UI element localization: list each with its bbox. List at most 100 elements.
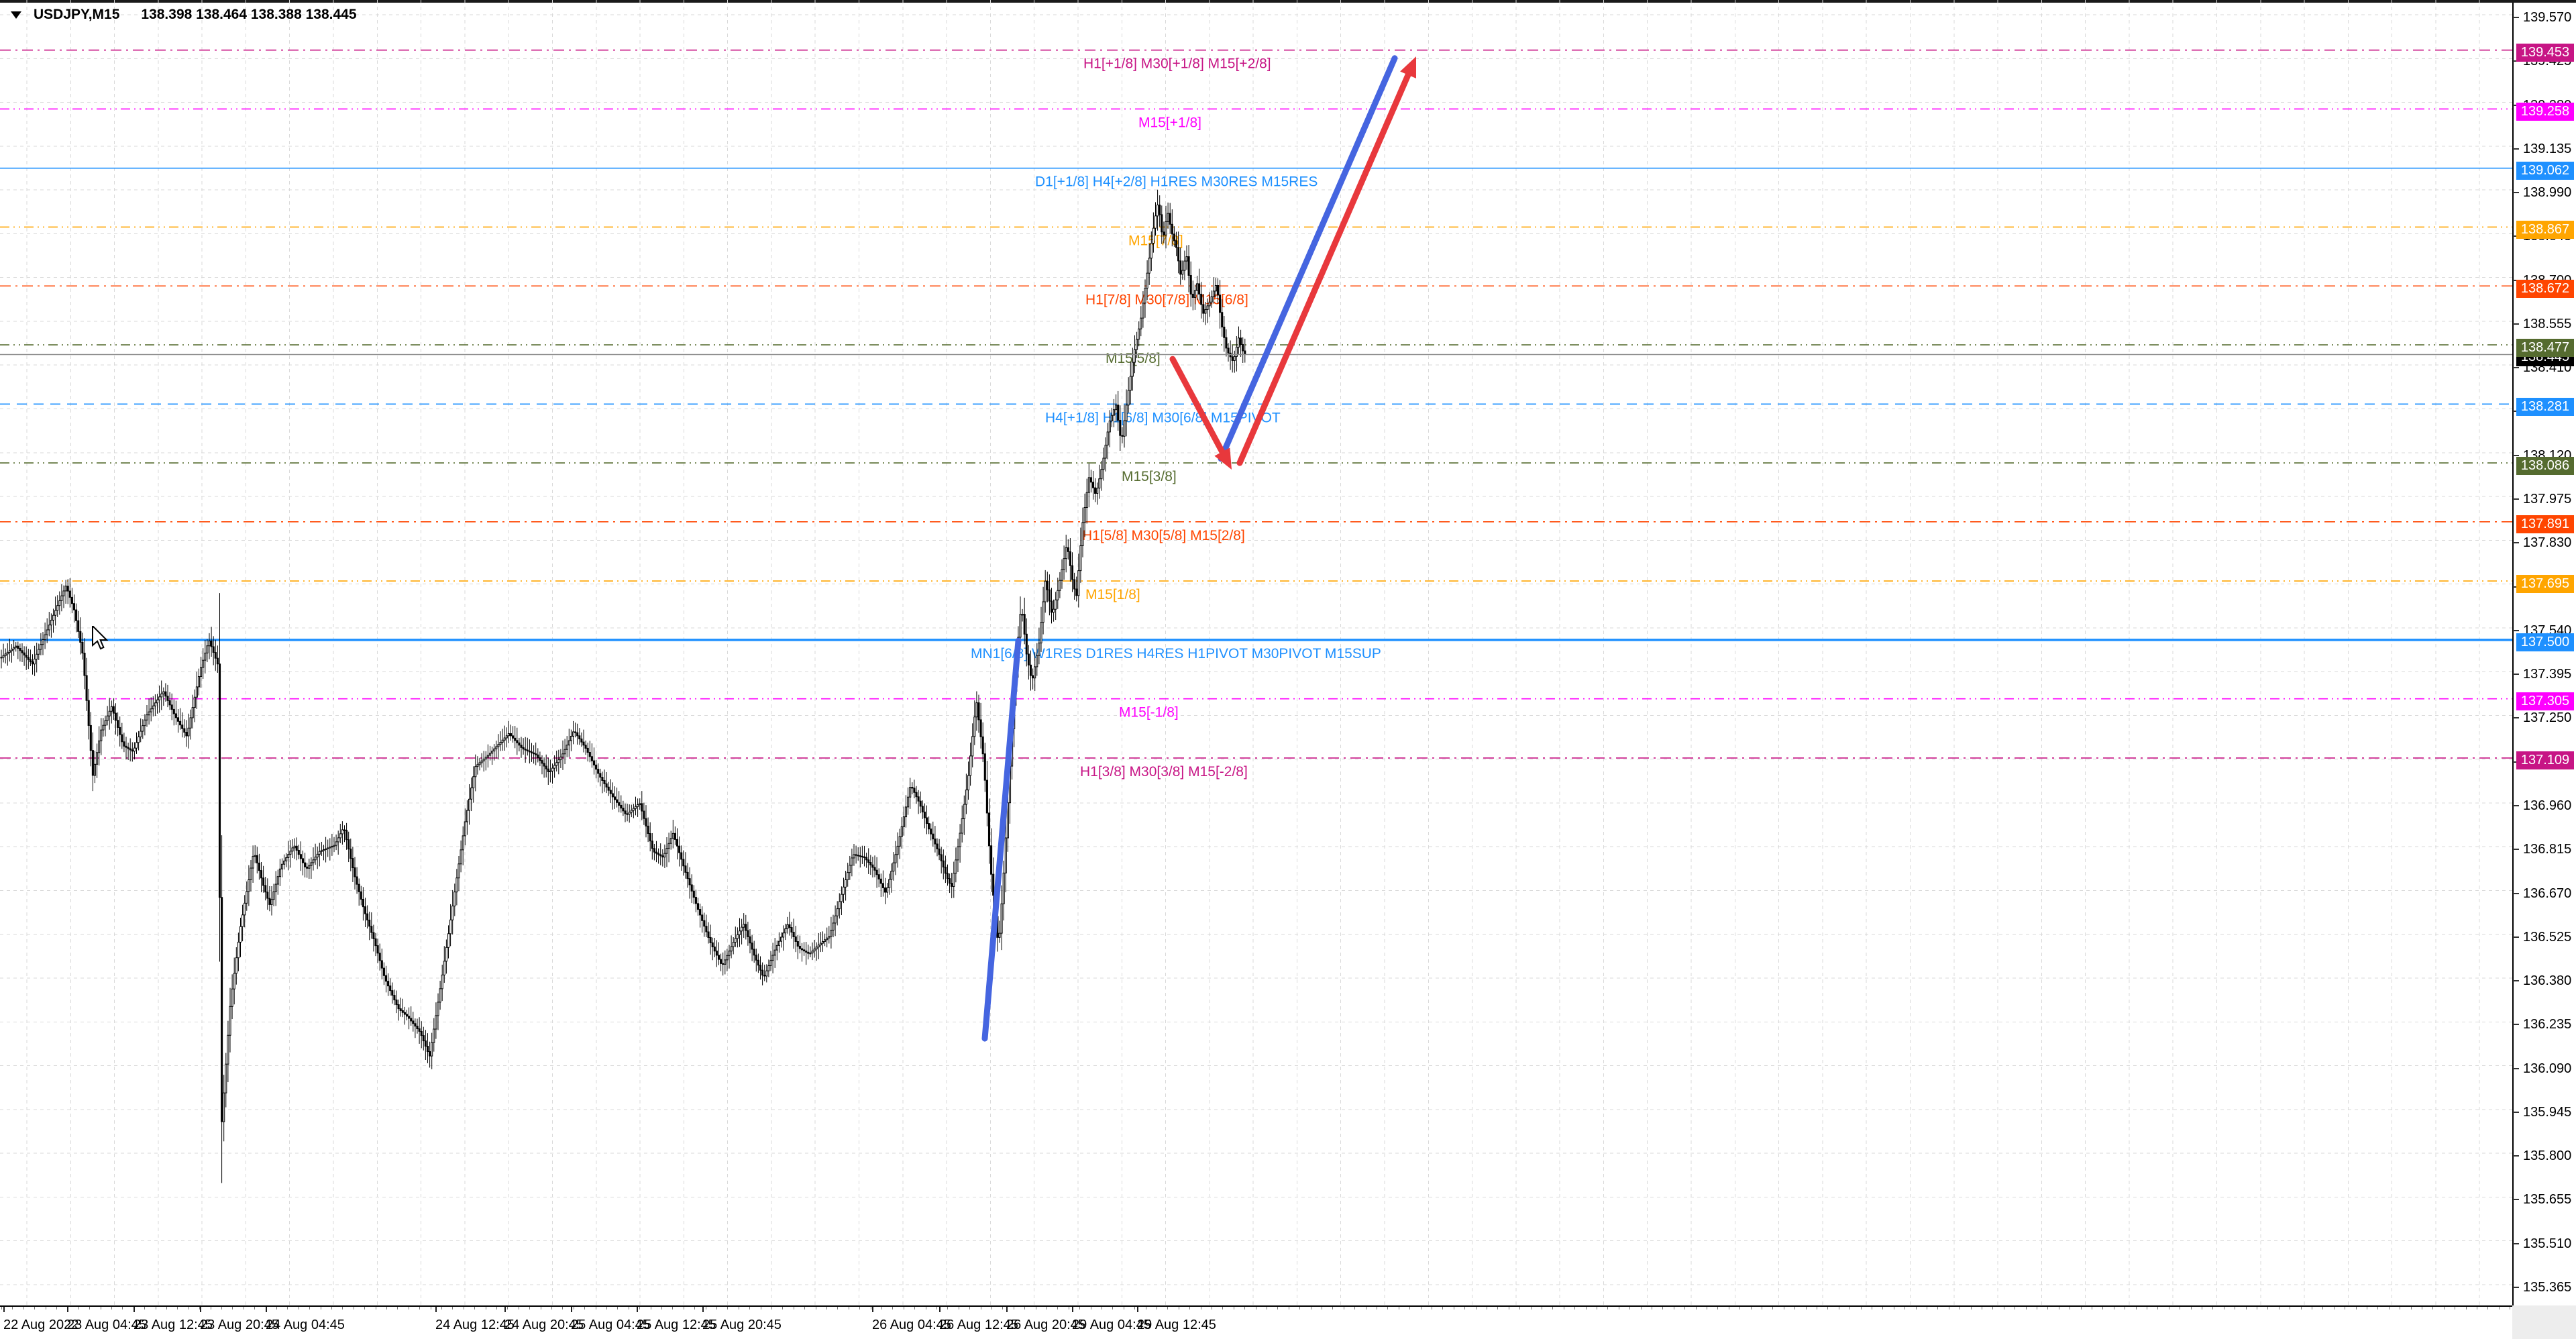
time-minor-tick xyxy=(1277,1307,1279,1309)
time-label: 24 Aug 12:45 xyxy=(435,1318,515,1332)
candle-body xyxy=(763,975,766,977)
price-tick-mark xyxy=(2513,148,2519,150)
candle-body xyxy=(570,736,572,741)
red-projection-arrow[interactable] xyxy=(1236,72,1411,466)
time-label: 25 Aug 20:45 xyxy=(702,1318,782,1332)
candle-body xyxy=(613,796,616,800)
time-minor-tick xyxy=(287,1307,288,1309)
price-axis[interactable]: 139.570139.425139.280139.135138.990138.8… xyxy=(2512,3,2576,1305)
time-label: 24 Aug 04:45 xyxy=(266,1318,345,1332)
candle-body xyxy=(1173,233,1175,242)
candle-body xyxy=(160,693,163,698)
candle-body xyxy=(1235,346,1238,357)
candle-body xyxy=(692,890,695,898)
candle-body xyxy=(977,702,980,720)
price-tick-label: 137.395 xyxy=(2523,667,2572,682)
time-minor-tick xyxy=(1915,1307,1917,1309)
candle-body xyxy=(1167,213,1169,222)
blue-trend-line-upper[interactable] xyxy=(1218,55,1398,462)
time-minor-tick xyxy=(34,1307,36,1309)
candle-body xyxy=(1006,802,1009,839)
candle-body xyxy=(478,762,481,765)
candle-body xyxy=(131,749,133,752)
candle-body xyxy=(110,706,113,712)
price-chart-canvas[interactable]: H1[+1/8] M30[+1/8] M15[+2/8] M15[+1/8] D1[… xyxy=(0,0,2512,1305)
candle-body xyxy=(851,857,853,866)
time-minor-tick xyxy=(1552,1307,1554,1309)
candle-body xyxy=(782,932,785,938)
candle-body xyxy=(1216,284,1220,296)
time-minor-tick xyxy=(2047,1307,2049,1309)
candle-body xyxy=(343,829,346,831)
candle-body xyxy=(27,657,30,660)
candle-body xyxy=(391,990,394,996)
candle-body xyxy=(946,873,949,879)
time-minor-tick xyxy=(177,1307,178,1309)
candle-body xyxy=(807,951,810,954)
candle-body xyxy=(894,854,897,863)
candle-body xyxy=(934,839,936,845)
candle-body xyxy=(923,811,926,818)
candle-body xyxy=(1206,305,1209,310)
candle-body xyxy=(488,753,492,756)
candle-body xyxy=(1034,666,1036,679)
candle-body xyxy=(588,752,591,757)
candle-body xyxy=(753,949,755,956)
time-minor-tick xyxy=(892,1307,894,1309)
red-projection-arrow-head[interactable] xyxy=(1400,56,1416,78)
time-minor-tick xyxy=(122,1307,123,1309)
candle-body xyxy=(34,659,36,665)
candle-body xyxy=(998,932,1001,938)
candle-body xyxy=(680,852,683,860)
time-minor-tick xyxy=(452,1307,453,1309)
time-major-tick xyxy=(571,1307,572,1312)
symbol-dropdown-icon[interactable] xyxy=(11,11,21,19)
candle-body xyxy=(237,941,239,959)
candle-body xyxy=(900,826,903,837)
time-minor-tick xyxy=(837,1307,839,1309)
candle-body xyxy=(89,725,92,751)
candle-body xyxy=(166,696,169,701)
candle-body xyxy=(919,800,922,807)
candle-body xyxy=(559,756,562,761)
time-major-tick xyxy=(1137,1307,1138,1312)
time-minor-tick xyxy=(2487,1307,2489,1309)
candle-body xyxy=(580,738,583,743)
candle-body xyxy=(963,804,965,820)
candle-body xyxy=(745,924,747,931)
candle-body xyxy=(4,653,7,656)
candle-body xyxy=(1185,256,1188,262)
candle-body xyxy=(276,876,279,885)
red-correction-arrow-head[interactable] xyxy=(1214,447,1232,470)
price-tick-mark xyxy=(2513,104,2519,106)
time-minor-tick xyxy=(1244,1307,1246,1309)
candle-body xyxy=(87,700,90,726)
candle-body xyxy=(493,748,496,752)
candle-body xyxy=(501,739,504,743)
candle-body xyxy=(713,947,716,952)
candle-body xyxy=(36,653,38,660)
blue-trend-line-lower[interactable] xyxy=(981,637,1022,1042)
candle-body xyxy=(1133,349,1136,363)
candle-body xyxy=(312,859,315,863)
price-tick-mark xyxy=(2513,498,2519,500)
candle-body xyxy=(690,884,693,892)
red-correction-arrow[interactable] xyxy=(1169,356,1226,456)
candle-body xyxy=(526,749,529,751)
candle-body xyxy=(48,625,50,631)
candle-body xyxy=(499,742,502,745)
candle-body xyxy=(953,873,955,887)
candle-body xyxy=(709,936,712,943)
candle-body xyxy=(942,860,945,868)
candle-body xyxy=(183,728,186,733)
candle-body xyxy=(476,764,479,767)
candle-body xyxy=(1237,337,1240,347)
candle-body xyxy=(803,949,806,952)
candle-body xyxy=(170,704,173,710)
time-axis[interactable]: 22 Aug 2022 23 Aug 04:45 23 Aug 12:45 23 Au… xyxy=(0,1305,2512,1339)
time-minor-tick xyxy=(496,1307,497,1309)
level-price-box: 138.672 xyxy=(2516,279,2574,298)
candle-body xyxy=(1087,477,1090,493)
candle-body xyxy=(522,747,525,750)
